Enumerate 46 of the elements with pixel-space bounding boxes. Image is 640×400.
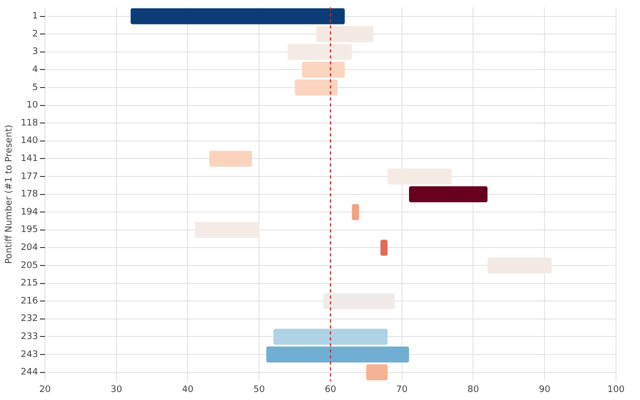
y-tick-label: 215 xyxy=(20,278,38,289)
y-tick-label: 2 xyxy=(32,29,38,40)
y-tick-label: 244 xyxy=(20,368,38,378)
bar xyxy=(302,62,345,78)
bar xyxy=(352,204,360,220)
bar xyxy=(409,186,488,202)
y-tick-label: 204 xyxy=(20,243,38,254)
bar xyxy=(273,328,388,345)
y-tick-label: 243 xyxy=(20,350,38,360)
y-tick-label: 5 xyxy=(32,82,38,93)
bar xyxy=(209,150,252,167)
y-tick-label: 194 xyxy=(20,207,38,218)
y-tick-label: 195 xyxy=(20,225,38,236)
x-tick-label: 100 xyxy=(607,384,625,395)
y-tick-label: 141 xyxy=(20,154,38,164)
bar xyxy=(388,168,452,185)
bar xyxy=(194,222,260,238)
x-tick-label: 90 xyxy=(538,384,551,395)
y-axis-title: Pontiff Number (#1 to Present) xyxy=(4,124,15,264)
y-tick-label: 10 xyxy=(26,100,38,111)
y-tick-label: 177 xyxy=(20,172,38,182)
bar xyxy=(294,79,338,96)
x-tick-label: 30 xyxy=(110,384,122,395)
bar xyxy=(316,26,374,42)
x-tick-label: 80 xyxy=(468,384,480,395)
bar xyxy=(488,257,552,274)
y-tick-label: 1 xyxy=(32,12,38,22)
y-tick-label: 216 xyxy=(20,296,38,306)
x-tick-label: 50 xyxy=(253,384,266,395)
y-tick-label: 232 xyxy=(20,314,38,324)
y-tick-label: 118 xyxy=(20,118,38,128)
y-tick-label: 178 xyxy=(20,190,38,200)
y-tick-label: 205 xyxy=(20,260,38,271)
y-tick-label: 140 xyxy=(20,136,38,146)
y-tick-label: 3 xyxy=(32,47,38,58)
x-tick-label: 70 xyxy=(396,384,408,395)
bar xyxy=(130,8,345,24)
bar xyxy=(366,364,388,380)
x-tick-label: 40 xyxy=(182,384,194,395)
y-tick-label: 233 xyxy=(20,332,38,342)
bar xyxy=(380,240,388,256)
y-tick-label: 4 xyxy=(32,65,38,76)
bar xyxy=(288,44,352,60)
bar xyxy=(266,346,410,363)
x-tick-label: 20 xyxy=(39,384,51,395)
x-tick-label: 60 xyxy=(324,384,336,395)
